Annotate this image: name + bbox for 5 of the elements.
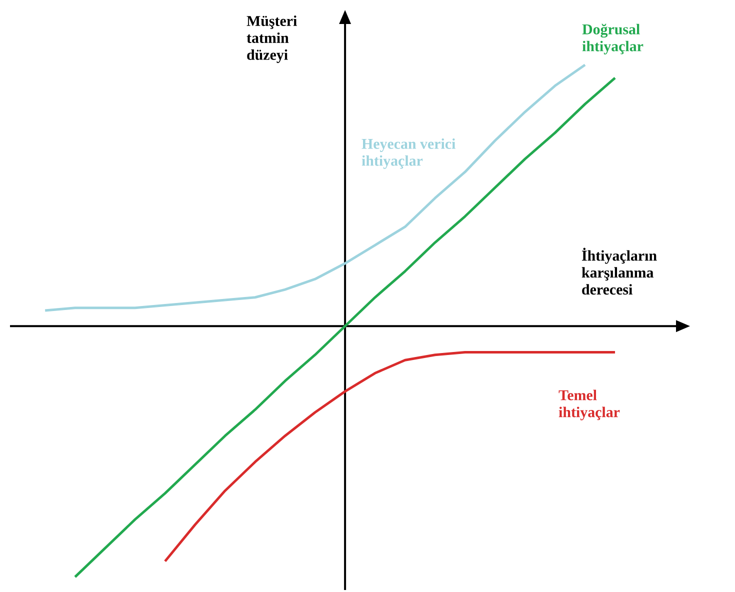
y-axis-title: Müşteri tatmin düzeyi — [246, 16, 297, 63]
series-label: Heyecan verici ihtiyaçlar — [362, 138, 456, 169]
x-axis-title: İhtiyaçların karşılanma derecesi — [582, 248, 657, 295]
text: Doğrusal ihtiyaçlar — [582, 24, 644, 54]
text: Temel ihtiyaçlar — [558, 390, 620, 420]
